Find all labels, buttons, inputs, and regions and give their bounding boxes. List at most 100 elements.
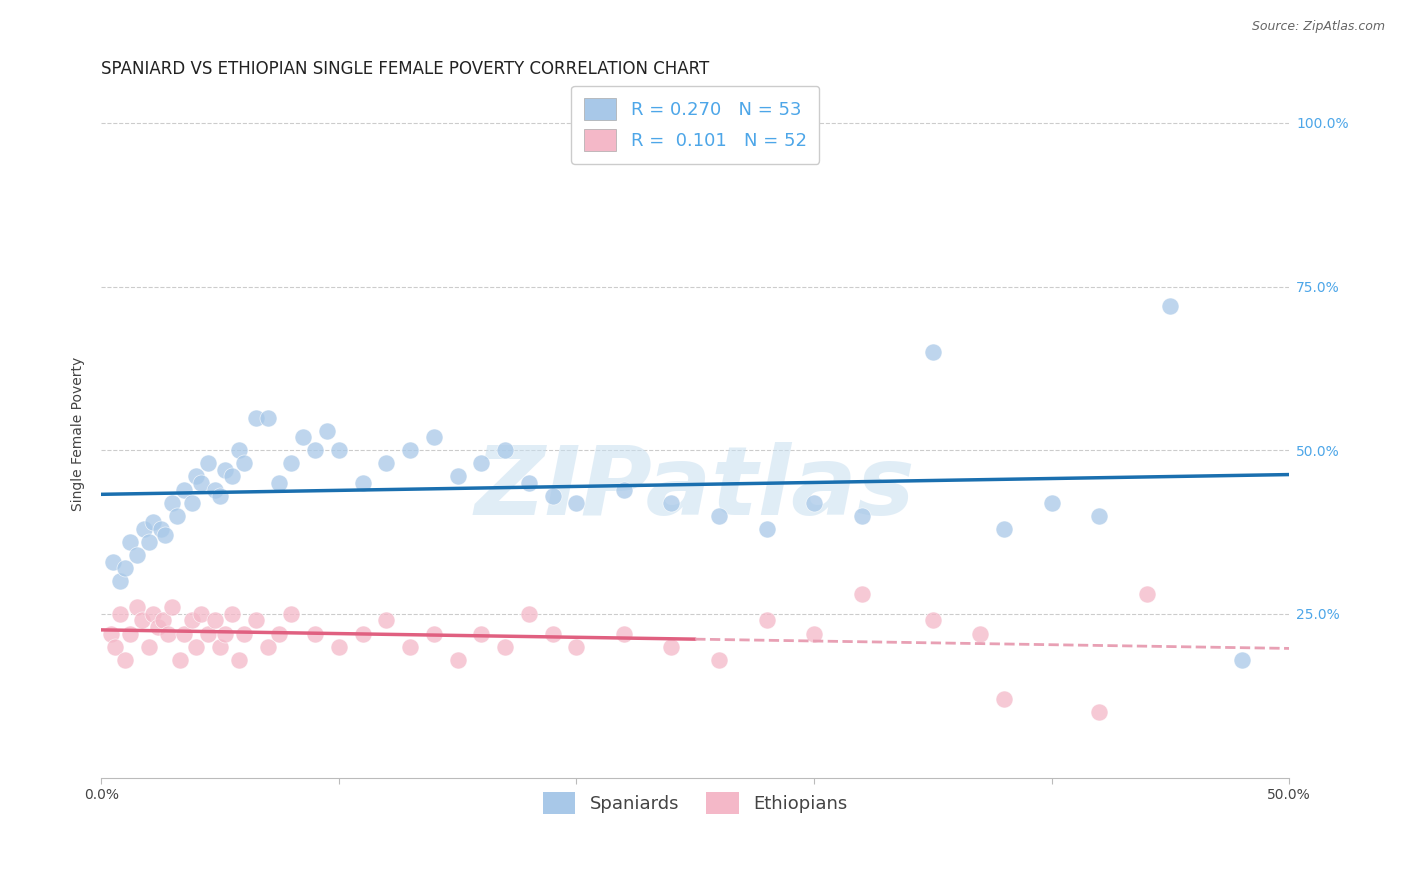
Point bbox=[707, 508, 730, 523]
Point bbox=[613, 626, 636, 640]
Point bbox=[110, 607, 132, 621]
Point bbox=[214, 463, 236, 477]
Point bbox=[186, 640, 208, 654]
Point bbox=[470, 456, 492, 470]
Point bbox=[304, 626, 326, 640]
Point bbox=[228, 653, 250, 667]
Point bbox=[399, 640, 422, 654]
Point bbox=[470, 626, 492, 640]
Point bbox=[245, 410, 267, 425]
Point bbox=[156, 626, 179, 640]
Point bbox=[446, 653, 468, 667]
Point bbox=[803, 496, 825, 510]
Point bbox=[118, 535, 141, 549]
Point bbox=[110, 574, 132, 589]
Point bbox=[155, 528, 177, 542]
Point bbox=[304, 443, 326, 458]
Point bbox=[186, 469, 208, 483]
Point bbox=[613, 483, 636, 497]
Y-axis label: Single Female Poverty: Single Female Poverty bbox=[72, 357, 86, 511]
Point bbox=[269, 475, 291, 490]
Point bbox=[803, 626, 825, 640]
Point bbox=[131, 614, 153, 628]
Point bbox=[494, 640, 516, 654]
Point bbox=[280, 456, 302, 470]
Point bbox=[541, 626, 564, 640]
Point bbox=[328, 640, 350, 654]
Point bbox=[245, 614, 267, 628]
Point bbox=[851, 587, 873, 601]
Point bbox=[142, 516, 165, 530]
Point bbox=[100, 626, 122, 640]
Point bbox=[221, 469, 243, 483]
Point bbox=[208, 640, 231, 654]
Point bbox=[755, 614, 778, 628]
Point bbox=[969, 626, 991, 640]
Point bbox=[232, 626, 254, 640]
Point bbox=[399, 443, 422, 458]
Point bbox=[993, 692, 1015, 706]
Point bbox=[993, 522, 1015, 536]
Point bbox=[423, 626, 446, 640]
Point bbox=[446, 469, 468, 483]
Point bbox=[1088, 508, 1111, 523]
Point bbox=[173, 626, 195, 640]
Point bbox=[352, 475, 374, 490]
Text: ZIPatlas: ZIPatlas bbox=[475, 442, 915, 535]
Point bbox=[197, 456, 219, 470]
Point bbox=[921, 614, 943, 628]
Point bbox=[541, 489, 564, 503]
Point bbox=[125, 548, 148, 562]
Point bbox=[142, 607, 165, 621]
Point bbox=[921, 345, 943, 359]
Point bbox=[1088, 705, 1111, 719]
Point bbox=[149, 522, 172, 536]
Point bbox=[755, 522, 778, 536]
Point bbox=[661, 640, 683, 654]
Point bbox=[292, 430, 315, 444]
Point bbox=[208, 489, 231, 503]
Point bbox=[204, 483, 226, 497]
Point bbox=[232, 456, 254, 470]
Point bbox=[423, 430, 446, 444]
Point bbox=[352, 626, 374, 640]
Point bbox=[204, 614, 226, 628]
Point bbox=[114, 561, 136, 575]
Point bbox=[1159, 299, 1181, 313]
Point bbox=[166, 508, 188, 523]
Point bbox=[565, 640, 588, 654]
Point bbox=[138, 640, 160, 654]
Point bbox=[114, 653, 136, 667]
Point bbox=[138, 535, 160, 549]
Point bbox=[148, 620, 170, 634]
Point bbox=[214, 626, 236, 640]
Point bbox=[565, 496, 588, 510]
Point bbox=[1230, 653, 1253, 667]
Point bbox=[280, 607, 302, 621]
Point bbox=[169, 653, 191, 667]
Text: Source: ZipAtlas.com: Source: ZipAtlas.com bbox=[1251, 20, 1385, 33]
Point bbox=[494, 443, 516, 458]
Point bbox=[162, 600, 184, 615]
Point bbox=[152, 614, 174, 628]
Point bbox=[162, 496, 184, 510]
Point bbox=[256, 410, 278, 425]
Point bbox=[180, 614, 202, 628]
Point bbox=[125, 600, 148, 615]
Point bbox=[1136, 587, 1159, 601]
Point bbox=[104, 640, 127, 654]
Point bbox=[661, 496, 683, 510]
Point bbox=[173, 483, 195, 497]
Point bbox=[269, 626, 291, 640]
Point bbox=[197, 626, 219, 640]
Point bbox=[118, 626, 141, 640]
Point bbox=[180, 496, 202, 510]
Point bbox=[221, 607, 243, 621]
Point bbox=[375, 456, 398, 470]
Legend: Spaniards, Ethiopians: Spaniards, Ethiopians bbox=[534, 783, 856, 823]
Point bbox=[707, 653, 730, 667]
Point bbox=[101, 555, 124, 569]
Point bbox=[517, 475, 540, 490]
Point bbox=[375, 614, 398, 628]
Point bbox=[256, 640, 278, 654]
